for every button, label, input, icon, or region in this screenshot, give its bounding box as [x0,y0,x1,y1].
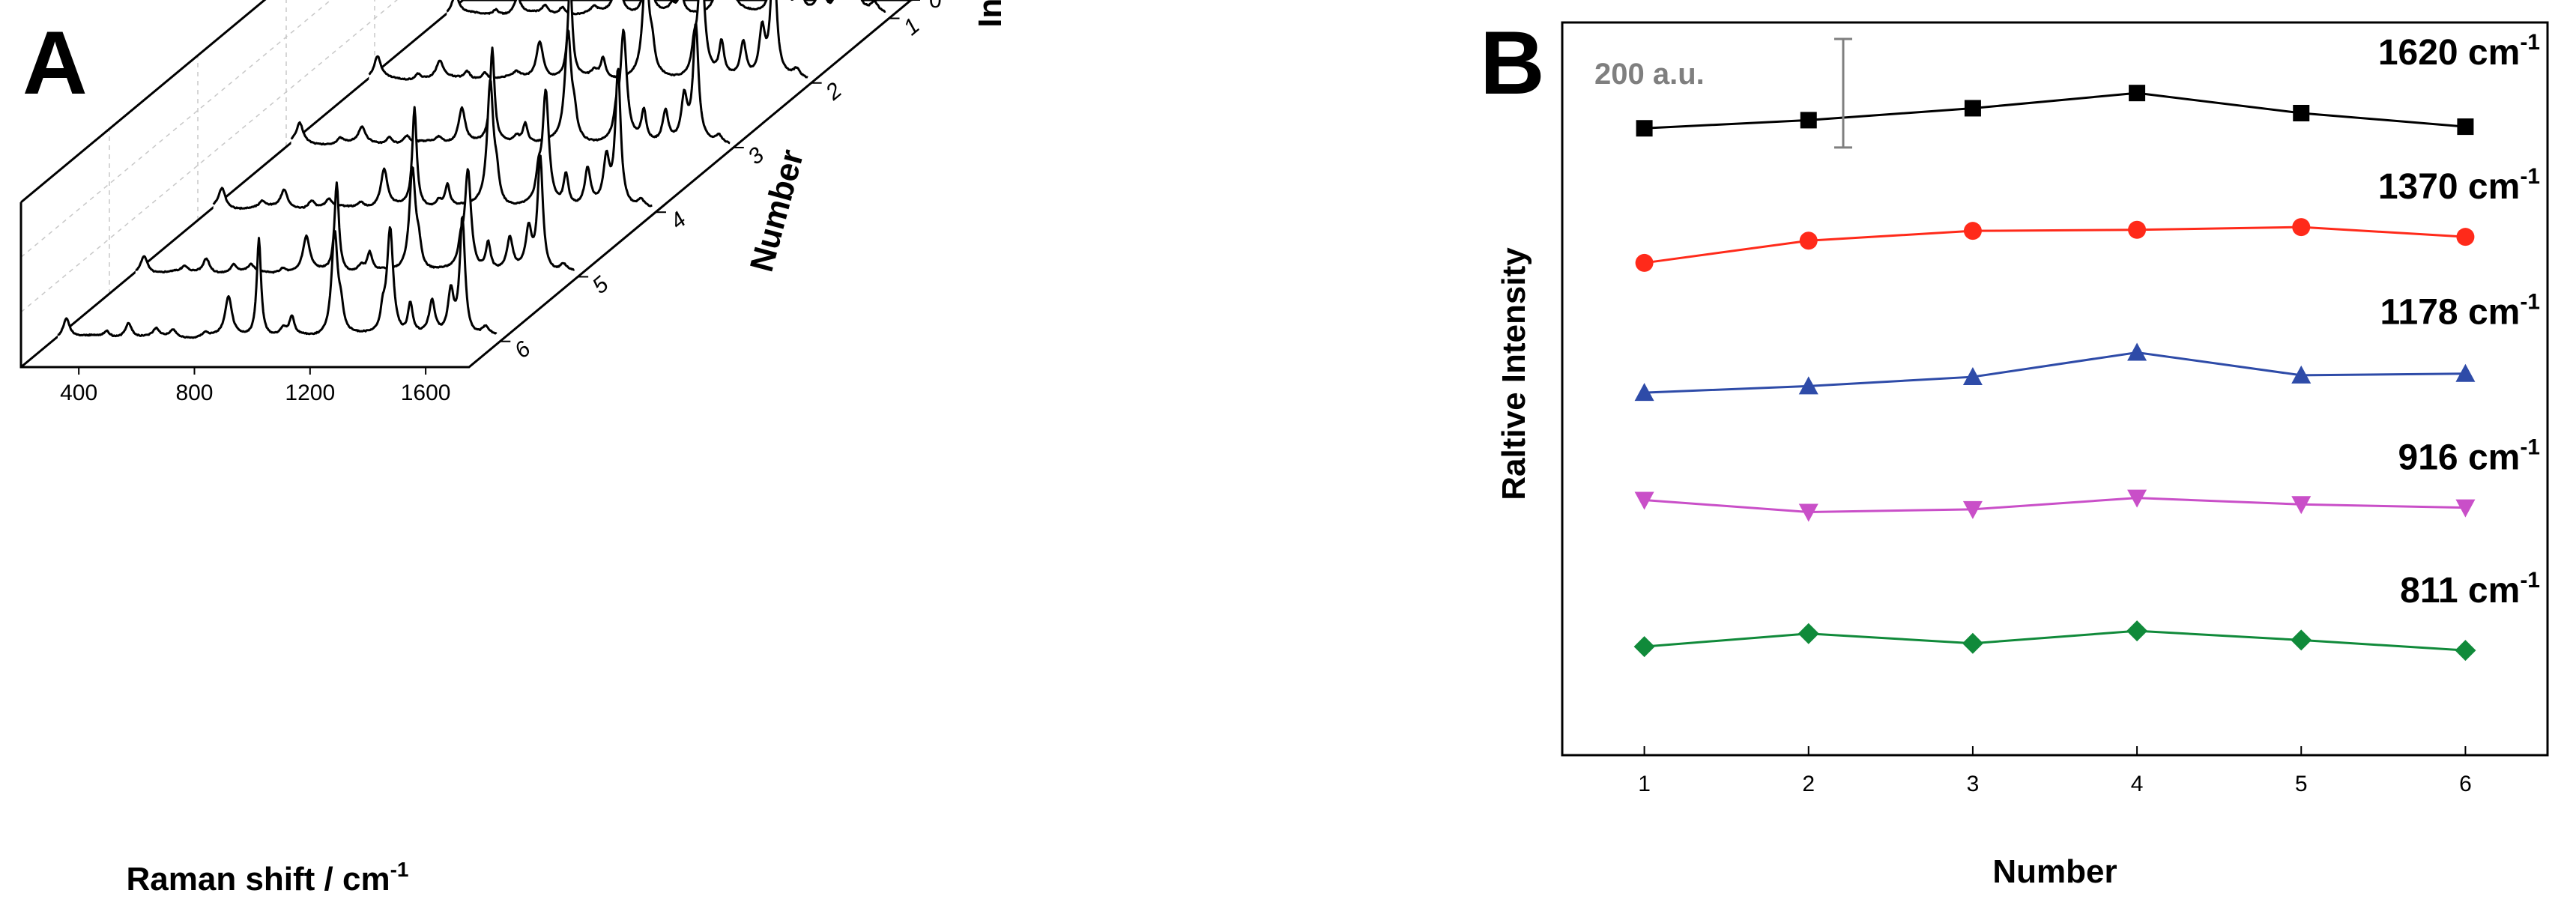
panel-b-letter: B [1480,13,1545,113]
marker-diamond [1962,632,1983,654]
panel-a-depth-axis-title: Number [743,146,811,276]
frame-front [19,0,912,369]
z-tick-label: 0 [929,0,942,13]
marker-square [2457,118,2474,136]
scale-bar-label: 200 a.u. [1594,58,1705,91]
spectrum-3 [290,22,731,146]
panel-a-letter: A [22,13,88,113]
series-811-cm: 811 cm-1 [1633,568,2540,662]
marker-triangle-up [1962,367,1983,386]
marker-circle [1963,222,1982,240]
panel-a-spectra [57,0,886,342]
marker-circle [1635,253,1654,272]
panel-a-x-axis-title: Raman shift / cm-1 [127,858,409,898]
series-line [1644,629,2466,652]
spectrum-fill-6 [58,217,498,342]
marker-circle [2128,220,2147,239]
panel-b: B 1 2 3 4 5 6 1620 cm-1 1370 cm-1 1178 cm-1 916 … [1480,13,2549,890]
panel-a-frame [19,0,913,369]
series-916-cm: 916 cm-1 [1634,435,2540,522]
plot-frame [1561,21,2549,757]
frame-left-wall [20,0,465,369]
marker-circle [2456,228,2475,246]
depth-tick-label: 6 [510,336,536,363]
spectrum-5 [135,154,575,274]
spectrum-1 [446,0,886,16]
marker-diamond [2291,629,2312,651]
x-tick-label: 5 [2295,772,2308,796]
marker-square [2293,104,2310,121]
marker-circle [1799,231,1818,250]
x-tick-label: 1600 [401,381,451,405]
spectrum-6 [57,216,498,339]
spectrum-fill-3 [291,23,731,148]
x-tick-label: 4 [2131,772,2144,796]
series-line [1644,226,2466,264]
marker-square [1800,112,1817,129]
series-1620-cm: 1620 cm-1 [1636,30,2540,137]
marker-diamond [1798,623,1819,644]
depth-tick-label: 5 [587,272,613,299]
spectrum-4 [212,67,653,211]
depth-tick-label: 2 [820,78,847,106]
panel-b-x-axis-title: Number [1992,853,2117,890]
marker-triangle-up [2291,365,2312,384]
marker-triangle-up [2127,342,2147,361]
series-line [1644,497,2466,513]
marker-triangle-up [2455,363,2476,382]
series-label: 811 cm-1 [2400,568,2540,611]
depth-tick-label: 4 [665,208,691,234]
series-line [1644,91,2466,130]
marker-diamond [1633,636,1655,658]
marker-triangle-up [1634,383,1654,402]
x-tick-label: 6 [2459,772,2472,796]
x-tick-label: 1200 [285,381,335,405]
marker-triangle-down [2127,489,2147,508]
x-tick-label: 1 [1638,772,1651,796]
panel-b-axes: 1 2 3 4 5 6 [1561,21,2549,796]
x-tick-label: 800 [175,381,213,405]
series-label: 1620 cm-1 [2378,30,2540,73]
panel-a-grid [20,0,398,313]
panel-a-z-axis-title: Intensity / a.u. [972,0,1009,28]
series-label: 1370 cm-1 [2378,164,2540,207]
depth-tick-label: 3 [743,142,769,169]
marker-circle [2292,218,2311,237]
panel-b-series: 1620 cm-1 1370 cm-1 1178 cm-1 916 cm-1 811 c… [1633,30,2540,662]
marker-triangle-down [2455,499,2476,518]
marker-square [2129,85,2146,102]
marker-diamond [2126,620,2148,642]
series-label: 1178 cm-1 [2380,289,2540,332]
series-line [1644,351,2466,394]
series-1178-cm: 1178 cm-1 [1634,289,2540,402]
x-tick-label: 2 [1802,772,1815,796]
x-tick-label: 3 [1967,772,1980,796]
spectrum-2 [368,0,808,81]
marker-triangle-down [2291,496,2312,515]
spectrum-fill-4 [213,69,653,213]
marker-triangle-down [1962,500,1983,519]
series-1370-cm: 1370 cm-1 [1635,164,2540,272]
marker-square [1636,120,1653,137]
depth-tick-label: 1 [899,13,925,40]
marker-triangle-up [1798,376,1818,395]
panel-b-y-axis-title: Raltive Intensity [1496,247,1532,500]
series-label: 916 cm-1 [2398,435,2540,478]
x-tick-label: 400 [60,381,97,405]
panel-a: A 030060090040080012001600123456 Raman s… [19,0,1009,898]
marker-diamond [2455,640,2476,662]
marker-triangle-down [1798,503,1818,522]
panel-b-scale-bar: 200 a.u. [1594,37,1852,149]
marker-square [1964,100,1981,117]
marker-triangle-down [1634,491,1654,510]
grid-line-side [20,0,398,313]
